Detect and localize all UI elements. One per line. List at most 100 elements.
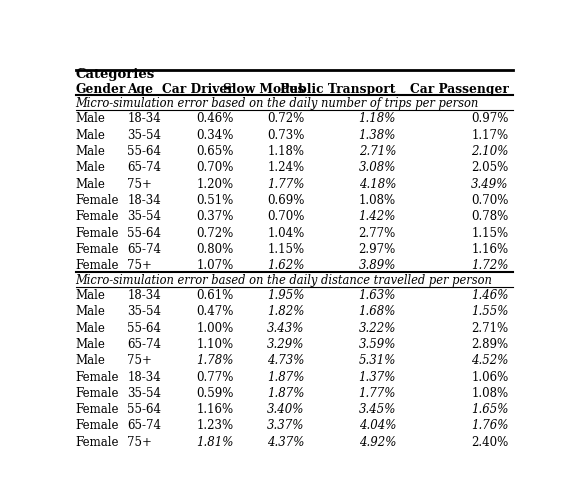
Text: 1.15%: 1.15% — [471, 227, 508, 240]
Text: 1.04%: 1.04% — [267, 227, 304, 240]
Text: Age: Age — [127, 83, 153, 96]
Text: 4.04%: 4.04% — [359, 419, 396, 432]
Text: 2.71%: 2.71% — [471, 322, 508, 335]
Text: 1.18%: 1.18% — [359, 113, 396, 125]
Text: Female: Female — [76, 371, 119, 383]
Text: 1.42%: 1.42% — [359, 210, 396, 223]
Text: 1.08%: 1.08% — [471, 387, 508, 400]
Text: 3.49%: 3.49% — [471, 178, 508, 191]
Text: 18-34: 18-34 — [127, 371, 161, 383]
Text: 0.70%: 0.70% — [267, 210, 304, 223]
Text: 5.31%: 5.31% — [359, 354, 396, 367]
Text: 0.70%: 0.70% — [471, 194, 508, 207]
Text: Female: Female — [76, 419, 119, 432]
Text: 0.59%: 0.59% — [197, 387, 234, 400]
Text: 1.77%: 1.77% — [267, 178, 304, 191]
Text: 1.24%: 1.24% — [267, 161, 304, 174]
Text: 2.97%: 2.97% — [359, 243, 396, 256]
Text: 0.97%: 0.97% — [471, 113, 508, 125]
Text: 55-64: 55-64 — [127, 145, 161, 158]
Text: 0.65%: 0.65% — [197, 145, 234, 158]
Text: 3.43%: 3.43% — [267, 322, 304, 335]
Text: Male: Male — [76, 113, 105, 125]
Text: 65-74: 65-74 — [127, 419, 161, 432]
Text: 0.73%: 0.73% — [267, 129, 304, 142]
Text: Male: Male — [76, 129, 105, 142]
Text: 75+: 75+ — [127, 354, 152, 367]
Text: 1.06%: 1.06% — [471, 371, 508, 383]
Text: Male: Male — [76, 354, 105, 367]
Text: 35-54: 35-54 — [127, 387, 161, 400]
Text: Female: Female — [76, 403, 119, 416]
Text: Female: Female — [76, 387, 119, 400]
Text: 1.10%: 1.10% — [197, 338, 234, 351]
Text: Female: Female — [76, 243, 119, 256]
Text: 1.68%: 1.68% — [359, 305, 396, 318]
Text: 4.18%: 4.18% — [359, 178, 396, 191]
Text: 1.38%: 1.38% — [359, 129, 396, 142]
Text: 3.89%: 3.89% — [359, 259, 396, 272]
Text: 1.55%: 1.55% — [471, 305, 508, 318]
Text: 65-74: 65-74 — [127, 161, 161, 174]
Text: 0.72%: 0.72% — [197, 227, 234, 240]
Text: 1.76%: 1.76% — [471, 419, 508, 432]
Text: 0.70%: 0.70% — [197, 161, 234, 174]
Text: 2.10%: 2.10% — [471, 145, 508, 158]
Text: 0.34%: 0.34% — [197, 129, 234, 142]
Text: Categories: Categories — [76, 68, 155, 81]
Text: 1.63%: 1.63% — [359, 289, 396, 302]
Text: Male: Male — [76, 305, 105, 318]
Text: Slow Modes: Slow Modes — [223, 83, 304, 96]
Text: Micro-simulation error based on the daily number of trips per person: Micro-simulation error based on the dail… — [76, 97, 479, 110]
Text: Female: Female — [76, 210, 119, 223]
Text: 1.08%: 1.08% — [359, 194, 396, 207]
Text: 1.17%: 1.17% — [471, 129, 508, 142]
Text: 3.45%: 3.45% — [359, 403, 396, 416]
Text: 1.87%: 1.87% — [267, 387, 304, 400]
Text: Female: Female — [76, 194, 119, 207]
Text: 0.80%: 0.80% — [197, 243, 234, 256]
Text: 1.95%: 1.95% — [267, 289, 304, 302]
Text: Male: Male — [76, 145, 105, 158]
Text: 0.78%: 0.78% — [471, 210, 508, 223]
Text: 2.89%: 2.89% — [471, 338, 508, 351]
Text: 1.77%: 1.77% — [359, 387, 396, 400]
Text: 55-64: 55-64 — [127, 227, 161, 240]
Text: 0.61%: 0.61% — [197, 289, 234, 302]
Text: 55-64: 55-64 — [127, 403, 161, 416]
Text: 3.40%: 3.40% — [267, 403, 304, 416]
Text: 35-54: 35-54 — [127, 210, 161, 223]
Text: Female: Female — [76, 436, 119, 449]
Text: 1.15%: 1.15% — [267, 243, 304, 256]
Text: 0.69%: 0.69% — [267, 194, 304, 207]
Text: 4.37%: 4.37% — [267, 436, 304, 449]
Text: 0.46%: 0.46% — [197, 113, 234, 125]
Text: 1.20%: 1.20% — [197, 178, 234, 191]
Text: 3.08%: 3.08% — [359, 161, 396, 174]
Text: 1.46%: 1.46% — [471, 289, 508, 302]
Text: Micro-simulation error based on the daily distance travelled per person: Micro-simulation error based on the dail… — [76, 273, 492, 286]
Text: 4.73%: 4.73% — [267, 354, 304, 367]
Text: 1.16%: 1.16% — [471, 243, 508, 256]
Text: 75+: 75+ — [127, 259, 152, 272]
Text: 1.37%: 1.37% — [359, 371, 396, 383]
Text: 1.82%: 1.82% — [267, 305, 304, 318]
Text: Female: Female — [76, 227, 119, 240]
Text: 3.37%: 3.37% — [267, 419, 304, 432]
Text: 65-74: 65-74 — [127, 243, 161, 256]
Text: 0.72%: 0.72% — [267, 113, 304, 125]
Text: Gender: Gender — [76, 83, 126, 96]
Text: 1.23%: 1.23% — [197, 419, 234, 432]
Text: Public Transport: Public Transport — [280, 83, 396, 96]
Text: 1.07%: 1.07% — [197, 259, 234, 272]
Text: 0.51%: 0.51% — [197, 194, 234, 207]
Text: Male: Male — [76, 338, 105, 351]
Text: 18-34: 18-34 — [127, 113, 161, 125]
Text: 0.37%: 0.37% — [197, 210, 234, 223]
Text: 1.18%: 1.18% — [267, 145, 304, 158]
Text: Car Passenger: Car Passenger — [410, 83, 508, 96]
Text: 35-54: 35-54 — [127, 129, 161, 142]
Text: 2.40%: 2.40% — [471, 436, 508, 449]
Text: 1.72%: 1.72% — [471, 259, 508, 272]
Text: Male: Male — [76, 289, 105, 302]
